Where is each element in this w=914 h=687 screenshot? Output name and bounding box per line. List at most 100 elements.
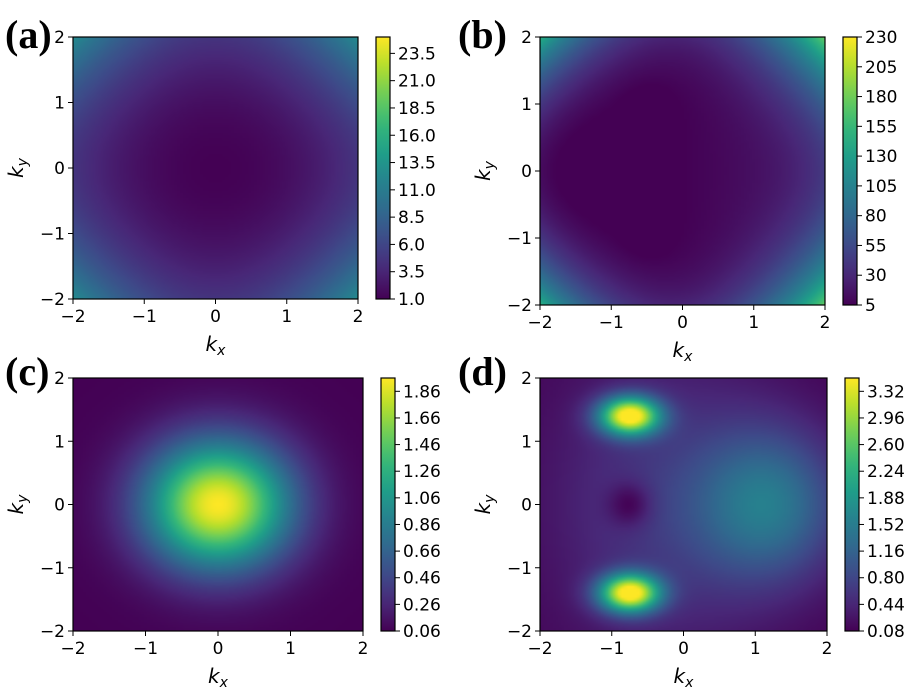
x-tick-label: −1 [599,639,624,659]
colorbar-tick-label: 80 [865,207,887,227]
colorbar-tick-label: 230 [865,28,897,48]
colorbar-tick-label: 130 [865,147,897,167]
y-tick-label: 0 [521,162,532,182]
x-tick-label: −2 [60,307,85,327]
colorbar-tick-label: 1.86 [403,382,441,402]
x-tick-label: −2 [527,313,552,333]
y-tick-label: −2 [40,290,65,310]
x-tick-label: 1 [285,639,296,659]
y-tick-label: 0 [521,496,532,516]
y-tick-label: 1 [54,432,65,452]
colorbar-tick-label: 23.5 [398,44,436,64]
colorbar-tick-label: 0.08 [867,622,905,642]
x-tick-label: 0 [678,639,689,659]
x-tick-label: −2 [60,639,85,659]
y-tick-label: 2 [54,369,65,389]
x-tick-label: 1 [750,639,761,659]
y-tick-label: −2 [40,622,65,642]
panel-label: (a) [5,12,52,57]
colorbar-tick-label: 1.88 [867,489,905,509]
y-tick-label: −1 [507,229,532,249]
colorbar-tick-label: 0.26 [403,595,441,615]
colorbar-tick-label: 1.0 [398,290,425,310]
x-axis-label: kx [208,664,229,687]
colorbar-tick-label: 16.0 [398,126,436,146]
colorbar-tick-label: 1.46 [403,436,441,456]
colorbar-tick-label: 0.86 [403,515,441,535]
panel-label: (c) [5,349,49,394]
colorbar-tick-label: 105 [865,177,897,197]
y-axis-label: ky [4,157,31,178]
colorbar-tick-label: 3.5 [398,263,425,283]
colorbar-tick-label: 8.5 [398,208,425,228]
x-tick-label: 2 [820,313,831,333]
y-axis-label: ky [4,494,31,515]
colorbar-tick-label: 2.96 [867,409,905,429]
panel-1: −2 −1 0 1 2 −2 −1 0 1 2 kx ky (a) 1.0 3.5 6.0 8.5 11.0 13.… [4,12,436,359]
colorbar-tick-label: 55 [865,236,887,256]
heatmap-image [73,37,358,299]
colorbar-frame [380,377,396,632]
x-axis-label: kx [673,338,694,365]
heatmap-image [540,378,827,631]
colorbar-frame [844,377,860,632]
y-tick-label: 0 [54,496,65,516]
y-axis-label: ky [471,160,498,181]
colorbar-tick-label: 2.24 [867,462,905,482]
y-tick-label: 0 [54,159,65,179]
colorbar-tick-label: 2.60 [867,436,905,456]
colorbar-tick-label: 0.06 [403,622,441,642]
colorbar [381,378,395,631]
x-tick-label: 1 [748,313,759,333]
colorbar-tick-label: 180 [865,88,897,108]
x-tick-label: 1 [281,307,292,327]
y-tick-label: −2 [507,622,532,642]
colorbar-tick-label: 21.0 [398,72,436,92]
colorbar-tick-label: 30 [865,266,887,286]
y-tick-label: 2 [54,28,65,48]
panel-label: (b) [458,12,507,57]
x-axis-label: kx [674,664,695,687]
y-tick-label: −2 [507,296,532,316]
colorbar-tick-label: 18.5 [398,99,436,119]
y-tick-label: 1 [521,432,532,452]
colorbar-tick-label: 0.80 [867,569,905,589]
colorbar-tick-label: 13.5 [398,154,436,174]
colorbar-tick-label: 11.0 [398,181,436,201]
panel-3: −2 −1 0 1 2 −2 −1 0 1 2 kx ky (c) 0.06 0.26 0.46 0.66 0.8… [4,349,441,687]
y-tick-label: 1 [521,95,532,115]
colorbar-frame [842,36,858,306]
colorbar-tick-label: 155 [865,117,897,137]
y-tick-label: 1 [54,94,65,114]
colorbar [376,37,390,299]
colorbar-tick-label: 0.44 [867,595,905,615]
x-tick-label: −1 [133,639,158,659]
panel-4: −2 −1 0 1 2 −2 −1 0 1 2 kx ky (d) 0.08 0.44 0.80 1.16 1.5… [458,349,905,687]
y-tick-label: −1 [40,225,65,245]
colorbar-tick-label: 5 [865,296,876,316]
heatmap-image [73,378,363,631]
panel-label: (d) [458,349,507,394]
y-tick-label: 2 [521,369,532,389]
x-tick-label: −1 [132,307,157,327]
colorbar-tick-label: 1.26 [403,462,441,482]
x-tick-label: 0 [677,313,688,333]
x-tick-label: −2 [527,639,552,659]
x-tick-label: 0 [213,639,224,659]
colorbar-tick-label: 3.32 [867,382,905,402]
y-axis-label: ky [471,494,498,515]
x-tick-label: 2 [358,639,369,659]
colorbar-tick-label: 0.66 [403,542,441,562]
colorbar [843,37,857,305]
x-tick-label: 2 [353,307,364,327]
colorbar-tick-label: 205 [865,58,897,78]
panel-2: −2 −1 0 1 2 −2 −1 0 1 2 kx ky (b) 5 30 55 80 105 130 155 180… [458,12,897,365]
colorbar-tick-label: 1.52 [867,515,905,535]
colorbar-frame [375,36,391,300]
x-axis-label: kx [206,332,227,359]
colorbar-tick-label: 1.06 [403,489,441,509]
colorbar [845,378,859,631]
y-tick-label: −1 [40,559,65,579]
x-tick-label: 2 [822,639,833,659]
